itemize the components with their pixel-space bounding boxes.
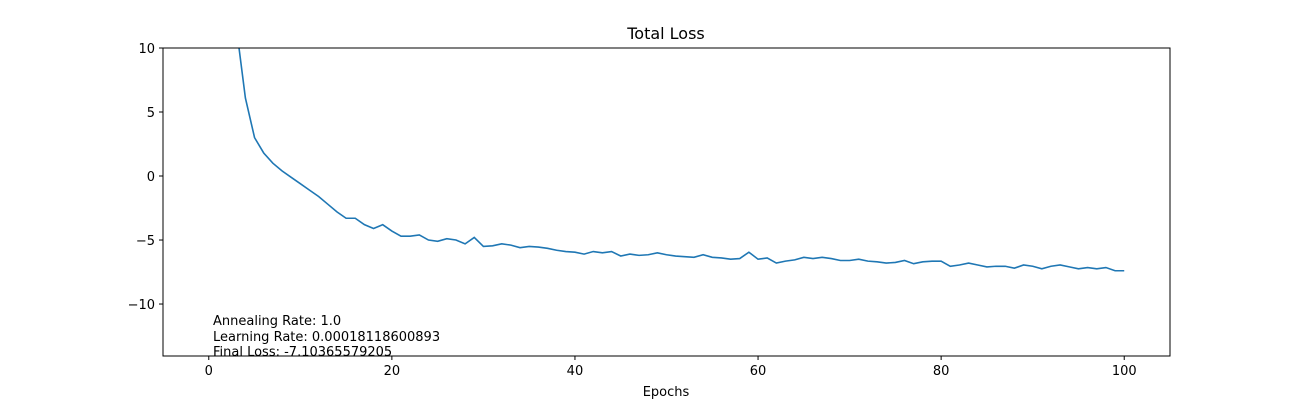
x-tick-label: 60 — [750, 364, 767, 379]
x-tick-label: 80 — [933, 364, 950, 379]
x-axis-label: Epochs — [643, 385, 690, 400]
x-tick-label: 100 — [1112, 364, 1137, 379]
y-tick-label: −10 — [128, 298, 155, 313]
y-tick-label: 0 — [147, 170, 155, 185]
annotation: Learning Rate: 0.00018118600893 — [213, 330, 440, 345]
x-tick-label: 0 — [205, 364, 213, 379]
y-tick-label: 10 — [138, 42, 155, 57]
annotation: Final Loss: -7.10365579205 — [213, 345, 392, 360]
annotation: Annealing Rate: 1.0 — [213, 314, 341, 329]
chart-title: Total Loss — [626, 24, 705, 43]
loss-line — [238, 48, 1125, 272]
y-tick-label: 5 — [147, 106, 155, 121]
y-tick-label: −5 — [136, 234, 155, 249]
x-tick-label: 40 — [567, 364, 584, 379]
x-tick-label: 20 — [384, 364, 401, 379]
plot-frame — [162, 47, 1171, 357]
